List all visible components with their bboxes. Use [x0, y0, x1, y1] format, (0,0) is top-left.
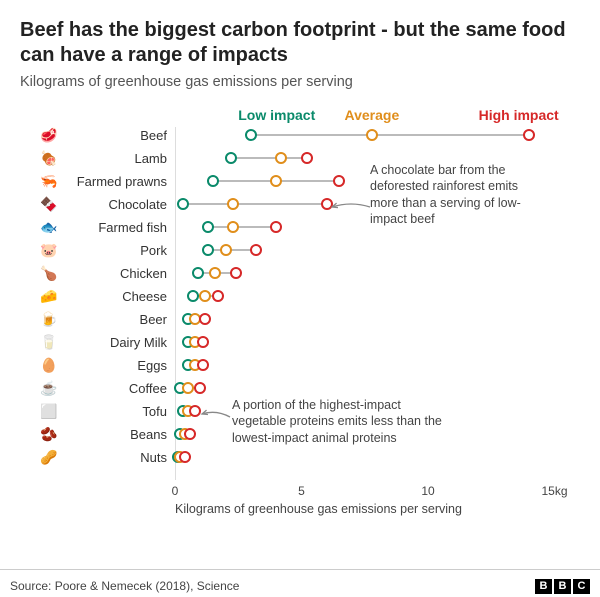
- marker-high: [197, 336, 209, 348]
- marker-avg: [275, 152, 287, 164]
- marker-high: [179, 451, 191, 463]
- food-icon: 🍖: [38, 150, 60, 166]
- marker-avg: [182, 382, 194, 394]
- range-line: [183, 203, 327, 205]
- x-tick: 15kg: [541, 484, 567, 498]
- food-icon: ☕: [38, 380, 60, 396]
- food-label: Nuts: [62, 451, 167, 464]
- y-axis-line: [175, 127, 176, 480]
- marker-high: [197, 359, 209, 371]
- food-icon: 🥚: [38, 357, 60, 373]
- emissions-chart: Low impactAverageHigh impact🥩Beef🍖Lamb🦐F…: [20, 102, 580, 522]
- range-line: [208, 226, 276, 228]
- food-icon: 🥜: [38, 449, 60, 465]
- legend-avg: Average: [345, 107, 400, 123]
- food-label: Beef: [62, 129, 167, 142]
- x-axis-label: Kilograms of greenhouse gas emissions pe…: [175, 502, 462, 516]
- annotation-arrow: [327, 202, 375, 212]
- marker-avg: [220, 244, 232, 256]
- food-icon: 🫘: [38, 426, 60, 442]
- annotation-text: A portion of the highest-impact vegetabl…: [232, 397, 442, 446]
- food-icon: 🧀: [38, 288, 60, 304]
- range-line: [208, 249, 256, 251]
- marker-high: [301, 152, 313, 164]
- marker-low: [202, 244, 214, 256]
- food-icon: 🍗: [38, 265, 60, 281]
- marker-high: [250, 244, 262, 256]
- food-label: Beans: [62, 428, 167, 441]
- chart-subtitle: Kilograms of greenhouse gas emissions pe…: [20, 74, 580, 90]
- marker-low: [225, 152, 237, 164]
- food-icon: 🐟: [38, 219, 60, 235]
- marker-high: [523, 129, 535, 141]
- marker-avg: [270, 175, 282, 187]
- food-label: Chicken: [62, 267, 167, 280]
- marker-high: [199, 313, 211, 325]
- marker-high: [194, 382, 206, 394]
- food-label: Eggs: [62, 359, 167, 372]
- food-icon: ⬜: [38, 403, 60, 419]
- marker-avg: [227, 221, 239, 233]
- marker-avg: [199, 290, 211, 302]
- food-label: Beer: [62, 313, 167, 326]
- bbc-logo: BBC: [535, 579, 590, 594]
- marker-high: [333, 175, 345, 187]
- range-line: [251, 134, 529, 136]
- annotation-text: A chocolate bar from the deforested rain…: [370, 162, 540, 227]
- marker-low: [187, 290, 199, 302]
- footer: Source: Poore & Nemecek (2018), Science …: [0, 569, 600, 597]
- legend-high: High impact: [479, 107, 559, 123]
- marker-avg: [366, 129, 378, 141]
- food-icon: 🍫: [38, 196, 60, 212]
- food-label: Pork: [62, 244, 167, 257]
- food-label: Farmed fish: [62, 221, 167, 234]
- marker-low: [207, 175, 219, 187]
- x-tick: 10: [421, 484, 434, 498]
- marker-low: [245, 129, 257, 141]
- food-label: Chocolate: [62, 198, 167, 211]
- x-tick: 5: [298, 484, 305, 498]
- marker-high: [270, 221, 282, 233]
- marker-low: [177, 198, 189, 210]
- chart-title: Beef has the biggest carbon footprint - …: [20, 18, 580, 68]
- bbc-logo-block: C: [573, 579, 590, 594]
- marker-high: [230, 267, 242, 279]
- food-icon: 🍺: [38, 311, 60, 327]
- range-line: [231, 157, 307, 159]
- food-icon: 🥩: [38, 127, 60, 143]
- food-label: Coffee: [62, 382, 167, 395]
- marker-low: [202, 221, 214, 233]
- marker-high: [184, 428, 196, 440]
- food-icon: 🦐: [38, 173, 60, 189]
- food-label: Tofu: [62, 405, 167, 418]
- food-label: Cheese: [62, 290, 167, 303]
- marker-low: [192, 267, 204, 279]
- food-label: Lamb: [62, 152, 167, 165]
- bbc-logo-block: B: [554, 579, 571, 594]
- source-text: Source: Poore & Nemecek (2018), Science: [10, 579, 239, 593]
- x-tick: 0: [172, 484, 179, 498]
- food-icon: 🥛: [38, 334, 60, 350]
- marker-avg: [227, 198, 239, 210]
- food-label: Dairy Milk: [62, 336, 167, 349]
- bbc-logo-block: B: [535, 579, 552, 594]
- food-icon: 🐷: [38, 242, 60, 258]
- food-label: Farmed prawns: [62, 175, 167, 188]
- marker-high: [212, 290, 224, 302]
- annotation-arrow: [197, 409, 235, 422]
- marker-avg: [209, 267, 221, 279]
- legend-low: Low impact: [238, 107, 315, 123]
